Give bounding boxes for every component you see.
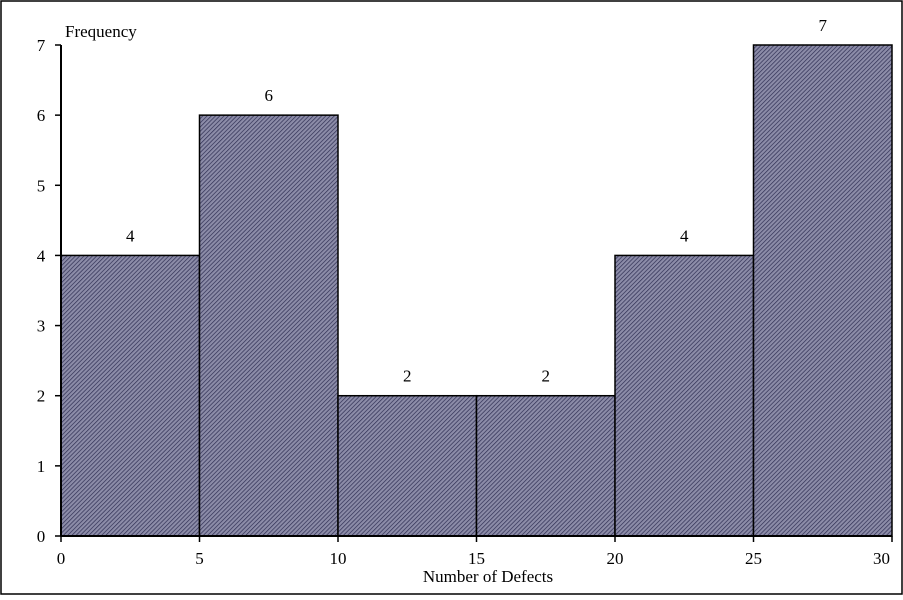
y-tick-label: 2 bbox=[37, 387, 46, 406]
histogram-bar bbox=[475, 394, 616, 537]
x-tick-label: 5 bbox=[195, 549, 204, 568]
x-tick-label: 15 bbox=[468, 549, 485, 568]
bar-data-label: 4 bbox=[680, 226, 689, 245]
y-tick-label: 5 bbox=[37, 176, 46, 195]
x-tick-label: 10 bbox=[330, 549, 347, 568]
bar-data-label: 4 bbox=[126, 226, 135, 245]
bar-data-label: 6 bbox=[265, 86, 274, 105]
bar-data-label: 2 bbox=[403, 367, 412, 386]
y-tick-label: 4 bbox=[37, 246, 46, 265]
y-axis-title: Frequency bbox=[65, 22, 137, 41]
bar-data-label: 2 bbox=[542, 367, 551, 386]
x-tick-label: 0 bbox=[57, 549, 66, 568]
x-tick-label: 20 bbox=[607, 549, 624, 568]
bars-layer bbox=[60, 44, 893, 537]
x-tick-label: 25 bbox=[745, 549, 762, 568]
y-ticks-layer: 0 1 2 3 4 5 6 7 bbox=[37, 36, 61, 546]
y-tick-label: 1 bbox=[37, 457, 46, 476]
x-ticks-layer: 0 5 10 15 20 25 30 bbox=[57, 536, 893, 568]
x-tick-label: 30 bbox=[873, 549, 890, 568]
histogram-bar bbox=[337, 394, 478, 537]
y-tick-label: 0 bbox=[37, 527, 46, 546]
histogram-bar bbox=[60, 254, 201, 537]
bar-data-label: 7 bbox=[819, 16, 828, 35]
histogram-bar bbox=[752, 44, 893, 537]
histogram-bar bbox=[614, 254, 755, 537]
x-axis-title: Number of Defects bbox=[423, 567, 553, 586]
data-labels-layer: 4 6 2 2 4 7 bbox=[126, 16, 828, 386]
y-tick-label: 7 bbox=[37, 36, 46, 55]
y-tick-label: 3 bbox=[37, 317, 46, 336]
y-tick-label: 6 bbox=[37, 106, 46, 125]
histogram-bar bbox=[198, 114, 339, 537]
